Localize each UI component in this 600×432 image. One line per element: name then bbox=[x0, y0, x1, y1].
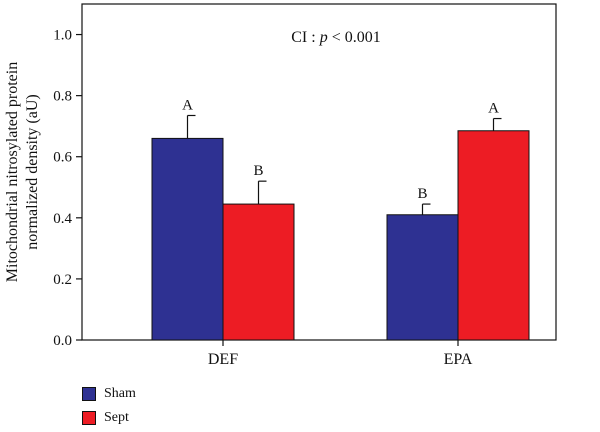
significance-letter: B bbox=[253, 163, 263, 179]
bar-sept-epa bbox=[457, 130, 530, 341]
x-tick-label: EPA bbox=[444, 351, 473, 368]
significance-letter: B bbox=[417, 186, 427, 202]
legend-swatch-sham bbox=[82, 387, 96, 401]
y-axis-label-line: Mitochondrial nitrosylated protein bbox=[4, 62, 21, 282]
y-tick-label: 0.6 bbox=[53, 150, 72, 166]
legend-label-sham: Sham bbox=[104, 386, 136, 401]
legend: Sham Sept bbox=[82, 384, 136, 432]
legend-item-sham: Sham bbox=[82, 384, 136, 404]
y-tick-label: 0.8 bbox=[53, 89, 72, 105]
legend-item-sept: Sept bbox=[82, 408, 136, 428]
y-tick-label: 0.4 bbox=[53, 211, 72, 227]
bar-sham-epa bbox=[386, 214, 459, 341]
y-axis-label-line: normalized density (aU) bbox=[24, 94, 41, 250]
y-tick-label: 1.0 bbox=[53, 28, 72, 44]
legend-label-sept: Sept bbox=[104, 410, 129, 425]
bar-sept-def bbox=[222, 203, 295, 341]
bar-sham-def bbox=[151, 137, 224, 341]
significance-annotation: CI : p < 0.001 bbox=[291, 29, 380, 46]
plot-frame bbox=[81, 3, 557, 341]
y-tick-label: 0.2 bbox=[53, 272, 72, 288]
x-tick-label: DEF bbox=[208, 351, 238, 368]
significance-letter: A bbox=[488, 101, 499, 117]
legend-swatch-sept bbox=[82, 411, 96, 425]
significance-letter: A bbox=[182, 97, 193, 113]
y-tick-label: 0.0 bbox=[53, 333, 72, 349]
y-axis-label: Mitochondrial nitrosylated protein normal… bbox=[4, 62, 41, 282]
